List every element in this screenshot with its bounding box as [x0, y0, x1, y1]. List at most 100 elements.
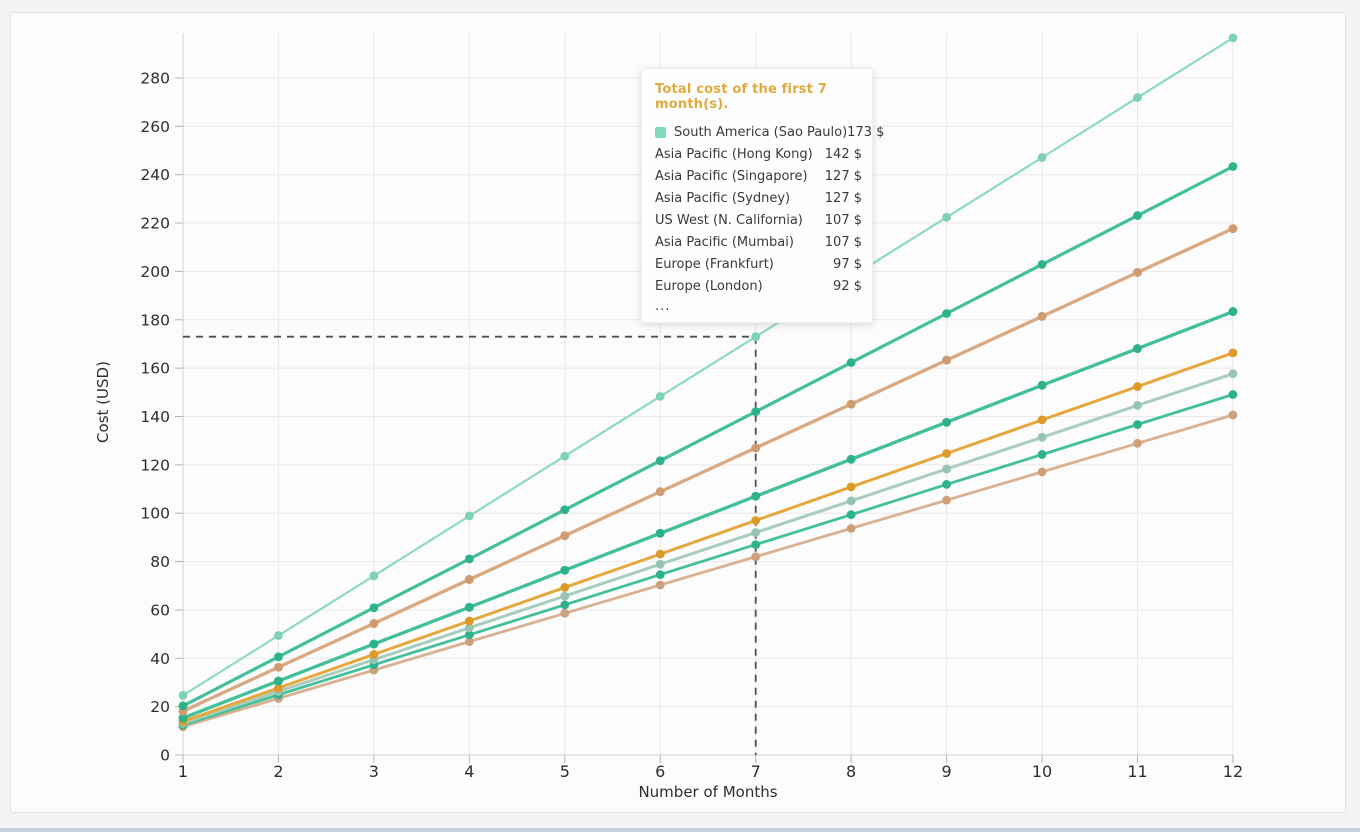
- data-point[interactable]: [369, 650, 379, 659]
- data-point[interactable]: [1037, 467, 1047, 477]
- data-point[interactable]: [846, 454, 856, 464]
- data-point[interactable]: [942, 309, 951, 318]
- data-point[interactable]: [655, 580, 665, 590]
- data-point[interactable]: [1037, 153, 1047, 162]
- data-point[interactable]: [1228, 33, 1238, 43]
- series-line[interactable]: [181, 227, 1235, 713]
- y-tick-label: 100: [140, 505, 170, 523]
- series-line[interactable]: [181, 372, 1235, 725]
- data-point[interactable]: [1228, 224, 1238, 234]
- data-point[interactable]: [274, 676, 283, 686]
- data-point[interactable]: [464, 630, 474, 640]
- data-point[interactable]: [369, 639, 379, 649]
- data-point[interactable]: [1133, 382, 1142, 391]
- data-point[interactable]: [751, 552, 761, 562]
- data-point[interactable]: [942, 495, 951, 505]
- series-line[interactable]: [181, 164, 1235, 708]
- data-point[interactable]: [1133, 344, 1142, 353]
- data-point[interactable]: [464, 637, 474, 647]
- data-point[interactable]: [942, 464, 951, 474]
- data-point[interactable]: [942, 449, 951, 458]
- data-point[interactable]: [1133, 420, 1142, 429]
- data-point[interactable]: [560, 600, 570, 610]
- data-point[interactable]: [560, 531, 570, 541]
- data-point[interactable]: [1037, 260, 1047, 269]
- data-point[interactable]: [1037, 380, 1047, 390]
- data-point[interactable]: [1037, 311, 1047, 321]
- data-point[interactable]: [369, 603, 379, 613]
- data-point[interactable]: [369, 619, 379, 628]
- data-point[interactable]: [846, 358, 856, 367]
- data-point[interactable]: [1228, 390, 1238, 399]
- data-point[interactable]: [274, 683, 283, 693]
- data-point[interactable]: [1037, 450, 1047, 459]
- series-line[interactable]: [181, 36, 1235, 697]
- data-point[interactable]: [560, 451, 570, 461]
- data-point[interactable]: [846, 524, 856, 533]
- data-point[interactable]: [1228, 307, 1238, 316]
- data-point[interactable]: [1133, 93, 1142, 102]
- data-point[interactable]: [655, 559, 665, 569]
- tooltip-row-value: 127 $: [824, 169, 862, 184]
- data-point[interactable]: [464, 623, 474, 633]
- series-line[interactable]: [181, 351, 1235, 723]
- data-point[interactable]: [1228, 369, 1238, 379]
- data-point[interactable]: [942, 480, 951, 489]
- data-point[interactable]: [751, 540, 761, 550]
- data-point[interactable]: [464, 616, 474, 626]
- data-point[interactable]: [1133, 400, 1142, 410]
- data-point[interactable]: [464, 602, 474, 612]
- data-point[interactable]: [1133, 267, 1142, 277]
- data-point[interactable]: [846, 482, 856, 492]
- data-point[interactable]: [751, 443, 761, 453]
- data-point[interactable]: [655, 570, 665, 580]
- series-line[interactable]: [181, 393, 1235, 727]
- data-point[interactable]: [560, 583, 570, 592]
- data-point[interactable]: [751, 332, 761, 342]
- data-point[interactable]: [274, 662, 283, 672]
- data-point[interactable]: [751, 491, 761, 501]
- data-point[interactable]: [560, 505, 570, 515]
- data-point[interactable]: [751, 407, 761, 417]
- data-point[interactable]: [1228, 410, 1238, 420]
- data-point[interactable]: [464, 511, 474, 521]
- data-point[interactable]: [560, 591, 570, 601]
- data-point[interactable]: [1133, 211, 1142, 220]
- data-point[interactable]: [751, 516, 761, 525]
- data-point[interactable]: [846, 496, 856, 506]
- data-point[interactable]: [1228, 348, 1238, 358]
- data-point[interactable]: [846, 510, 856, 520]
- series-line[interactable]: [181, 310, 1235, 720]
- data-point[interactable]: [1133, 438, 1142, 448]
- data-point[interactable]: [942, 417, 951, 427]
- y-tick-label: 260: [140, 118, 170, 136]
- data-point[interactable]: [655, 456, 665, 466]
- data-point[interactable]: [655, 487, 665, 497]
- data-point[interactable]: [369, 571, 379, 581]
- tooltip-ellipsis: ...: [655, 299, 671, 314]
- data-point[interactable]: [846, 399, 856, 409]
- data-point[interactable]: [178, 713, 188, 723]
- tooltip-rows: South America (Sao Paulo) 173 $ Asia Pacif…: [655, 124, 884, 295]
- data-point[interactable]: [178, 690, 188, 700]
- data-point[interactable]: [1037, 432, 1047, 442]
- data-point[interactable]: [560, 565, 570, 575]
- data-point[interactable]: [1037, 415, 1047, 425]
- data-point[interactable]: [560, 608, 570, 618]
- data-point[interactable]: [178, 701, 188, 711]
- data-point[interactable]: [464, 575, 474, 584]
- data-point[interactable]: [1228, 162, 1238, 171]
- series-line[interactable]: [181, 413, 1235, 729]
- data-point[interactable]: [274, 631, 283, 640]
- y-tick-label: 120: [140, 456, 170, 474]
- data-point[interactable]: [942, 355, 951, 365]
- data-point[interactable]: [274, 652, 283, 662]
- data-point[interactable]: [942, 212, 951, 222]
- data-point[interactable]: [655, 549, 665, 559]
- data-point[interactable]: [655, 392, 665, 401]
- data-point[interactable]: [751, 528, 761, 537]
- data-point[interactable]: [655, 528, 665, 538]
- data-point[interactable]: [464, 554, 474, 564]
- x-tick-label: 9: [942, 762, 952, 781]
